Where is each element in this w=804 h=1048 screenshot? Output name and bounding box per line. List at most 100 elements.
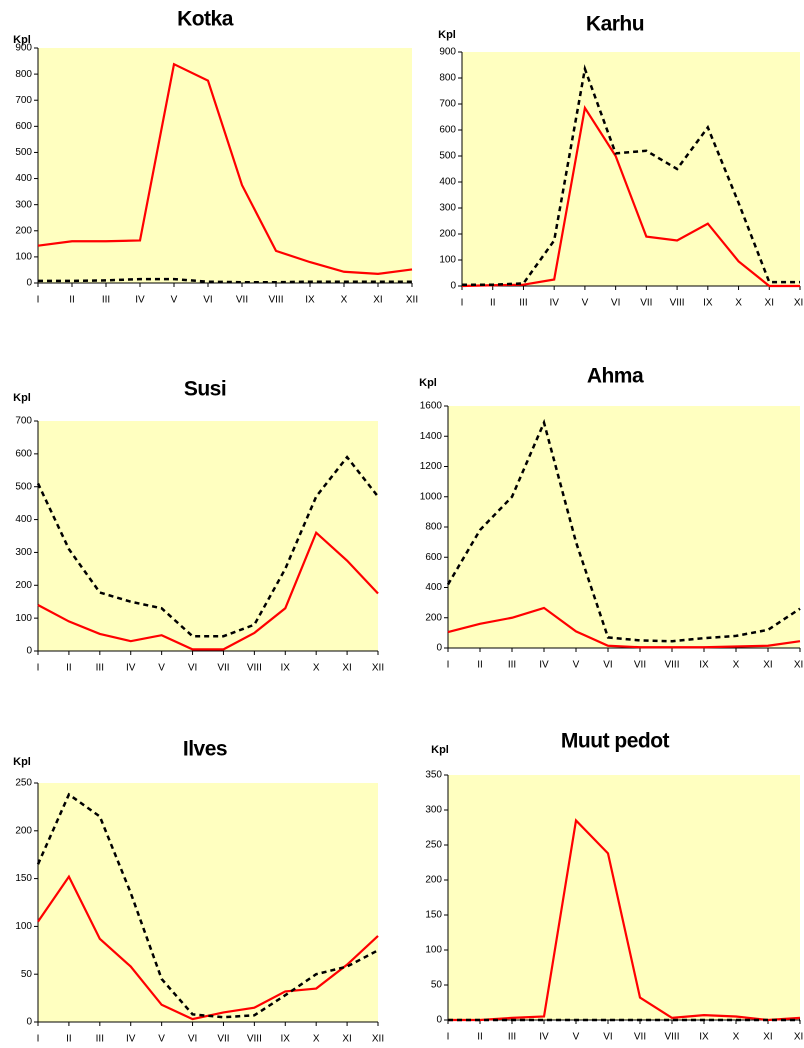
- y-tick-label: 350: [425, 770, 442, 781]
- y-tick-label: 600: [15, 121, 32, 132]
- y-tick-label: 500: [439, 151, 456, 162]
- y-tick-label: 300: [15, 547, 32, 558]
- chart-title: Karhu: [586, 13, 644, 36]
- x-tick-label: XI: [765, 298, 774, 309]
- x-tick-label: IX: [699, 1032, 709, 1043]
- x-tick-label: XI: [763, 1032, 772, 1043]
- chart-title: Muut pedot: [561, 730, 670, 753]
- x-tick-label: VII: [634, 660, 646, 671]
- x-tick-label: XI: [342, 663, 351, 674]
- x-tick-label: XI: [763, 660, 772, 671]
- x-tick-label: XI: [342, 1034, 351, 1045]
- plot-area: [448, 406, 800, 648]
- x-tick-label: V: [158, 1034, 165, 1045]
- y-tick-label: 100: [15, 252, 32, 263]
- x-tick-label: VI: [603, 660, 612, 671]
- x-tick-label: VII: [640, 298, 652, 309]
- figure: KotkaKpl0100200300400500600700800900IIII…: [0, 0, 804, 1048]
- chart-title: Ilves: [183, 738, 227, 761]
- x-tick-label: XII: [794, 298, 804, 309]
- x-tick-label: X: [313, 663, 320, 674]
- y-tick-label: 100: [15, 613, 32, 624]
- x-tick-label: IV: [549, 298, 559, 309]
- y-tick-label: 400: [15, 173, 32, 184]
- plot-area: [38, 48, 412, 283]
- y-tick-label: 400: [439, 177, 456, 188]
- plot-area: [38, 421, 378, 651]
- y-tick-label: 200: [15, 225, 32, 236]
- y-tick-label: 400: [425, 582, 442, 593]
- y-tick-label: 200: [439, 229, 456, 240]
- x-tick-label: X: [733, 660, 740, 671]
- y-tick-label: 50: [431, 980, 443, 991]
- x-tick-label: II: [477, 1032, 483, 1043]
- y-axis-label: Kpl: [13, 756, 31, 768]
- x-tick-label: IX: [305, 295, 315, 306]
- x-tick-label: XI: [373, 295, 382, 306]
- x-tick-label: X: [733, 1032, 740, 1043]
- y-tick-label: 700: [15, 95, 32, 106]
- x-tick-label: I: [37, 663, 40, 674]
- x-tick-label: X: [313, 1034, 320, 1045]
- x-tick-label: XII: [794, 660, 804, 671]
- x-tick-label: II: [66, 1034, 72, 1045]
- y-tick-label: 150: [425, 910, 442, 921]
- y-tick-label: 100: [425, 945, 442, 956]
- x-tick-label: IX: [281, 663, 291, 674]
- x-tick-label: IV: [539, 660, 549, 671]
- y-tick-label: 700: [439, 99, 456, 110]
- x-tick-label: V: [171, 295, 178, 306]
- plot-area: [448, 775, 800, 1020]
- x-tick-label: VI: [611, 298, 620, 309]
- y-tick-label: 250: [425, 840, 442, 851]
- plot-area: [38, 783, 378, 1022]
- x-tick-label: II: [477, 660, 483, 671]
- y-tick-label: 700: [15, 416, 32, 427]
- x-tick-label: VIII: [664, 1032, 679, 1043]
- x-tick-label: IX: [703, 298, 713, 309]
- y-tick-label: 0: [450, 281, 456, 292]
- x-tick-label: VIII: [670, 298, 685, 309]
- y-axis-label: Kpl: [431, 744, 449, 756]
- x-tick-label: III: [102, 295, 110, 306]
- x-tick-label: II: [66, 663, 72, 674]
- x-tick-label: II: [69, 295, 75, 306]
- y-tick-label: 900: [15, 43, 32, 54]
- x-tick-label: I: [447, 660, 450, 671]
- x-tick-label: VIII: [268, 295, 283, 306]
- y-tick-label: 300: [439, 203, 456, 214]
- y-tick-label: 50: [21, 969, 33, 980]
- x-tick-label: X: [341, 295, 348, 306]
- x-tick-label: IV: [126, 1034, 136, 1045]
- y-tick-label: 600: [15, 448, 32, 459]
- x-tick-label: IV: [539, 1032, 549, 1043]
- x-tick-label: IV: [126, 663, 136, 674]
- y-tick-label: 200: [425, 612, 442, 623]
- y-tick-label: 400: [15, 514, 32, 525]
- chart-title: Susi: [184, 378, 226, 401]
- y-tick-label: 300: [15, 199, 32, 210]
- y-tick-label: 500: [15, 481, 32, 492]
- x-tick-label: V: [158, 663, 165, 674]
- x-tick-label: VII: [236, 295, 248, 306]
- y-tick-label: 100: [15, 921, 32, 932]
- y-axis-label: Kpl: [13, 392, 31, 404]
- y-tick-label: 150: [15, 873, 32, 884]
- y-tick-label: 200: [15, 825, 32, 836]
- y-tick-label: 600: [439, 125, 456, 136]
- y-tick-label: 1600: [420, 401, 443, 412]
- y-tick-label: 250: [15, 778, 32, 789]
- y-tick-label: 0: [436, 1015, 442, 1026]
- y-axis-label: Kpl: [419, 377, 437, 389]
- y-tick-label: 100: [439, 255, 456, 266]
- y-tick-label: 200: [425, 875, 442, 886]
- chart-title: Ahma: [587, 365, 644, 388]
- x-tick-label: VI: [188, 1034, 197, 1045]
- y-tick-label: 1200: [420, 461, 443, 472]
- x-tick-label: II: [490, 298, 496, 309]
- chart-title: Kotka: [177, 8, 234, 31]
- plot-area: [462, 52, 800, 286]
- y-tick-label: 0: [26, 278, 32, 289]
- x-tick-label: IX: [699, 660, 709, 671]
